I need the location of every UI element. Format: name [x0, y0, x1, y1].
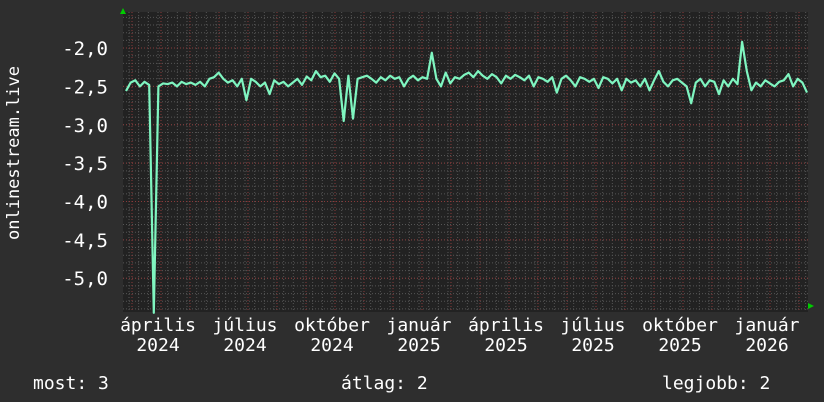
x-tick-label: április 2024 [120, 315, 196, 356]
x-tick-label: október 2024 [294, 315, 370, 356]
x-tick-label: január 2026 [734, 315, 800, 356]
y-tick-label: -2,0 [62, 38, 108, 60]
series-line [125, 40, 808, 314]
x-tick-label: április 2025 [468, 315, 544, 356]
y-axis-arrow [120, 8, 126, 14]
y-tick-label: -2,5 [62, 76, 108, 98]
y-tick-label: -4,0 [62, 192, 108, 214]
x-tick-label: július 2025 [560, 315, 626, 356]
x-axis-arrow [808, 303, 814, 309]
y-tick-label: -3,0 [62, 115, 108, 137]
x-tick-label: január 2025 [386, 315, 452, 356]
y-tick-label: -5,0 [62, 268, 108, 290]
x-tick-label: július 2024 [212, 315, 278, 356]
legend-best: legjobb: 2 [662, 373, 771, 394]
y-tick-label: -3,5 [62, 153, 108, 175]
x-tick-label: október 2025 [642, 315, 718, 356]
y-tick-label: -4,5 [62, 230, 108, 252]
plot-background [123, 12, 808, 312]
legend-current: most: 3 [33, 373, 109, 394]
legend-average: átlag: 2 [341, 373, 428, 394]
y-axis-label: onlinestream.live [4, 66, 24, 240]
